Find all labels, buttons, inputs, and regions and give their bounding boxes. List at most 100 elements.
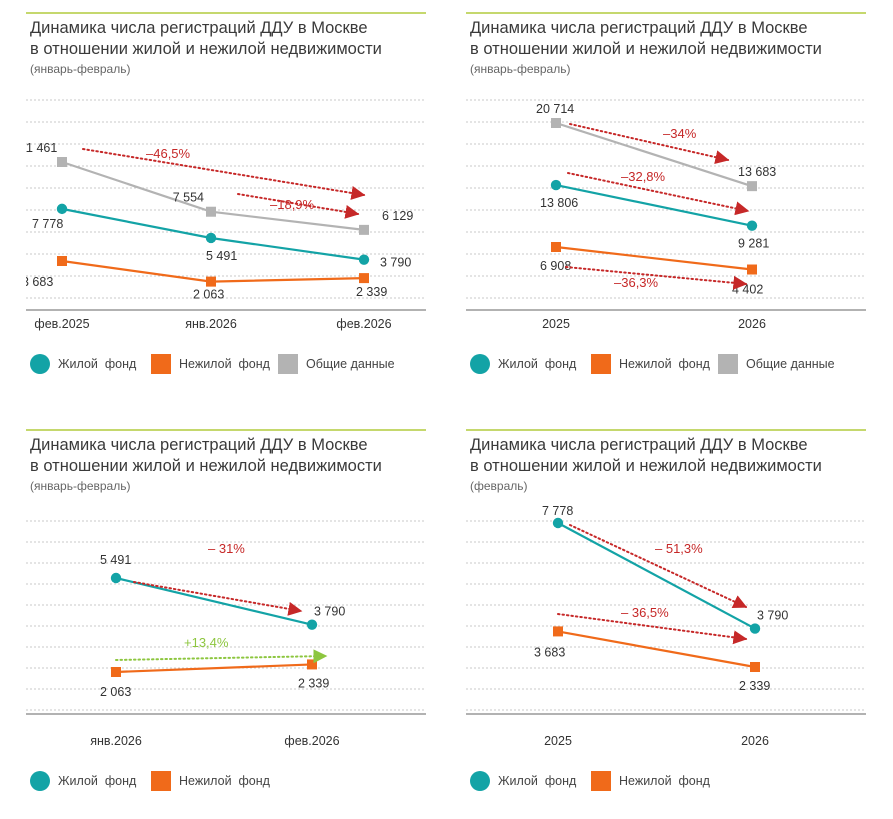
data-label: 3 790	[757, 609, 788, 623]
line-chart: 2025 2026 20 714 13 683 13 806 9 281 6 908 4 40…	[466, 99, 866, 331]
chart-title-line1: Динамика числа регистраций ДДУ в Москве	[470, 19, 808, 37]
change-label: –36,3%	[614, 275, 659, 290]
change-label: – 31%	[208, 541, 245, 556]
data-label: 11 461	[26, 141, 57, 155]
data-point-housing	[746, 220, 758, 231]
data-label: 5 491	[206, 249, 237, 263]
chart-title: Динамика числа регистраций ДДУ в Москве …	[30, 435, 426, 477]
x-tick-label: янв.2026	[90, 734, 142, 748]
chart-subtitle: (январь-февраль)	[30, 62, 131, 76]
panel-top-rule	[466, 12, 866, 14]
change-arrow	[565, 266, 748, 290]
series-line-nonhousing	[115, 663, 313, 674]
chart-title-line1: Динамика числа регистраций ДДУ в Москве	[30, 19, 368, 37]
legend: Жилой фонд Нежилой фонд	[466, 769, 866, 793]
legend-swatch-circle	[30, 354, 50, 374]
series-line-housing	[555, 183, 753, 227]
chart-title-line2: в отношении жилой и нежилой недвижимости	[30, 40, 382, 58]
legend-swatch-square	[151, 771, 171, 791]
panel-top-rule	[26, 429, 426, 431]
data-label: 2 339	[739, 679, 770, 693]
data-point-housing	[358, 254, 370, 265]
legend-item-housing: Жилой фонд	[30, 769, 136, 793]
data-label: 6 908	[540, 259, 571, 273]
data-point-nonhousing	[359, 273, 369, 284]
chart-title-line1: Динамика числа регистраций ДДУ в Москве	[30, 436, 368, 454]
data-point-nonhousing	[206, 276, 216, 287]
chart-title: Динамика числа регистраций ДДУ в Москве …	[470, 18, 866, 60]
series-line-nonhousing	[557, 630, 756, 669]
panel-top-rule	[26, 12, 426, 14]
change-label: +13,4%	[184, 635, 229, 650]
data-point-total	[747, 181, 757, 192]
chart-panel-1: Динамика числа регистраций ДДУ в Москве …	[26, 12, 426, 402]
legend-item-nonhousing: Нежилой фонд	[591, 352, 710, 376]
legend-label: Нежилой фонд	[619, 774, 710, 788]
data-label: 2 339	[298, 676, 329, 690]
legend-label: Общие данные	[746, 357, 835, 371]
change-label: – 51,3%	[655, 541, 703, 556]
data-label: 3 683	[26, 275, 53, 289]
legend-swatch-square	[151, 354, 171, 374]
data-label: 2 339	[356, 285, 387, 299]
data-label: 7 554	[173, 191, 204, 205]
legend-item-nonhousing: Нежилой фонд	[591, 769, 710, 793]
legend-item-nonhousing: Нежилой фонд	[151, 769, 270, 793]
series-line-housing	[115, 576, 313, 626]
data-point-total	[551, 118, 561, 128]
data-label: 3 790	[314, 605, 345, 619]
panel-top-rule	[466, 429, 866, 431]
chart-subtitle: (февраль)	[470, 479, 528, 493]
change-label: – 36,5%	[621, 605, 669, 620]
legend-item-housing: Жилой фонд	[470, 769, 576, 793]
data-point-total	[57, 157, 67, 167]
legend-label: Нежилой фонд	[179, 774, 270, 788]
change-arrow	[569, 123, 730, 165]
data-point-nonhousing	[750, 662, 760, 672]
data-point-nonhousing	[111, 667, 121, 677]
data-label: 9 281	[738, 237, 769, 251]
chart-title-line1: Динамика числа регистраций ДДУ в Москве	[470, 436, 808, 454]
chart-panel-2: Динамика числа регистраций ДДУ в Москве …	[466, 12, 866, 402]
change-label: –18,9%	[270, 197, 315, 212]
data-point-housing	[550, 179, 562, 191]
legend-label: Жилой фонд	[58, 774, 137, 788]
data-point-housing	[749, 623, 761, 634]
data-label: 4 402	[732, 283, 763, 297]
legend-item-total: Общие данные	[718, 352, 835, 376]
chart-panel-3: Динамика числа регистраций ДДУ в Москве …	[26, 429, 426, 819]
data-label: 5 491	[100, 553, 131, 567]
data-label: 7 778	[32, 217, 63, 231]
line-chart: фев.2025 янв.2026 фев.2026 11 461 7 554 6 129…	[26, 99, 426, 331]
series-line-housing	[557, 522, 756, 630]
legend-swatch-square	[718, 354, 738, 374]
data-point-housing	[110, 572, 122, 584]
change-arrow	[115, 649, 328, 664]
change-arrow	[82, 148, 366, 200]
legend-swatch-circle	[30, 771, 50, 791]
series-line-total	[555, 121, 753, 188]
legend-label: Жилой фонд	[498, 774, 577, 788]
change-arrow	[557, 613, 748, 645]
legend-swatch-square	[278, 354, 298, 374]
data-point-total	[206, 206, 216, 217]
chart-title: Динамика числа регистраций ДДУ в Москве …	[30, 18, 426, 60]
chart-title-line2: в отношении жилой и нежилой недвижимости	[470, 457, 822, 475]
x-tick-label: фев.2026	[336, 317, 391, 331]
x-tick-label: фев.2025	[34, 317, 89, 331]
data-label: 6 129	[382, 209, 413, 223]
change-arrow	[567, 172, 750, 216]
legend-swatch-circle	[470, 354, 490, 374]
data-label: 20 714	[536, 102, 574, 116]
data-point-housing	[306, 619, 318, 630]
legend-item-nonhousing: Нежилой фонд	[151, 352, 270, 376]
x-tick-label: 2026	[738, 317, 766, 331]
data-point-nonhousing	[307, 659, 317, 670]
legend-item-housing: Жилой фонд	[30, 352, 136, 376]
legend: Жилой фонд Нежилой фонд Общие данные	[26, 352, 426, 376]
legend-swatch-square	[591, 771, 611, 791]
change-label: –32,8%	[621, 169, 666, 184]
data-label: 3 790	[380, 256, 411, 270]
line-chart: янв.2026 фев.2026 5 491 3 790 2 063 2 339 – 31…	[26, 520, 426, 748]
data-label: 7 778	[542, 504, 573, 518]
